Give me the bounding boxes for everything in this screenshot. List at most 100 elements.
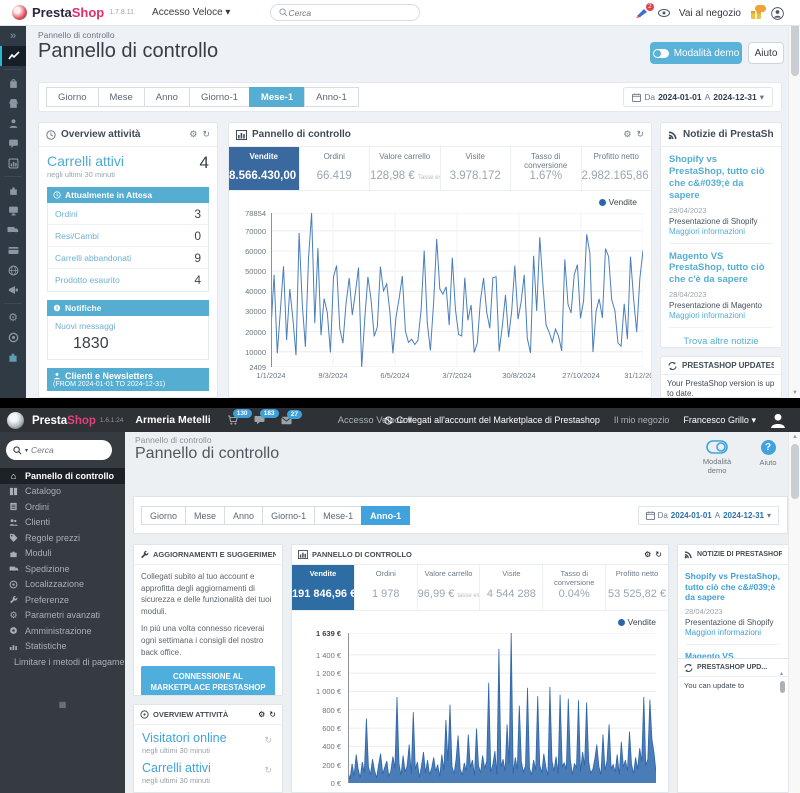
kpi-conversion[interactable]: Tasso di conversione 0.04% xyxy=(543,565,607,610)
sidebar-item-advanced-parameters[interactable] xyxy=(0,327,26,347)
filter-month-1[interactable]: Mese-1 xyxy=(314,506,363,525)
demo-mode-toggle[interactable]: Modalità demo xyxy=(697,440,737,475)
news-link[interactable]: Shopify vs PrestaShop, tutto ciò che c&#… xyxy=(685,571,780,603)
search-bar[interactable]: ▾ xyxy=(6,440,112,460)
sidebar-item-stats[interactable]: Statistiche xyxy=(0,639,125,655)
profile-icon[interactable] xyxy=(771,6,784,20)
kpi-sales[interactable]: Vendite 191 846,96 € xyxy=(292,565,355,610)
filter-month[interactable]: Mese xyxy=(97,87,145,107)
marketplace-connect-button[interactable]: CONNESSIONE AL MARKETPLACE PRESTASHOP xyxy=(141,666,275,695)
search-input[interactable] xyxy=(288,7,399,18)
date-range-picker[interactable]: Da 2024-01-01 A 2024-12-31 ▾ xyxy=(637,506,779,525)
filter-day[interactable]: Giorno xyxy=(46,87,99,107)
filter-day-1[interactable]: Giorno-1 xyxy=(262,506,316,525)
marketplace-link[interactable]: Collegati all'account del Marketplace di… xyxy=(383,415,600,425)
collapse-menu-icon[interactable]: ▦ xyxy=(58,700,67,709)
pending-row-abandoned-carts[interactable]: Carrelli abbandonati 9 xyxy=(48,247,208,269)
messages-notification[interactable]: 183 xyxy=(254,409,279,425)
scrollbar-thumb[interactable] xyxy=(791,444,799,499)
search-input[interactable] xyxy=(31,445,92,455)
kpi-orders[interactable]: Ordini 1 978 xyxy=(355,565,418,610)
scroll-up-arrow[interactable]: ▲ xyxy=(792,434,798,440)
sidebar-item-customers[interactable]: Clienti xyxy=(0,515,125,531)
search-bar[interactable] xyxy=(270,4,421,21)
kpi-sales[interactable]: Vendite 8.566.430,00 € xyxy=(229,147,300,190)
sidebar-item-configure[interactable]: ⚙ xyxy=(0,307,26,327)
more-info-link[interactable]: Maggiori informazioni xyxy=(669,226,746,236)
go-to-shop-link[interactable]: Vai al negozio xyxy=(678,7,741,19)
gear-icon[interactable]: ⚙ xyxy=(644,550,652,559)
prestashop-logo[interactable]: PrestaShop xyxy=(12,4,104,22)
pending-row-returns[interactable]: Resi/Cambi 0 xyxy=(48,225,208,247)
sidebar-item-shipping[interactable]: Spedizione xyxy=(0,561,125,577)
online-visitors-link[interactable]: Visitatori online xyxy=(142,731,227,745)
sidebar-item-customers[interactable] xyxy=(0,113,26,133)
sidebar-item-catalog[interactable]: Catalogo xyxy=(0,484,125,500)
gear-icon[interactable]: ⚙ xyxy=(189,129,198,139)
sidebar-item-addons[interactable] xyxy=(0,347,26,367)
filter-month[interactable]: Mese xyxy=(185,506,226,525)
date-range-picker[interactable]: Da 2024-01-01 A 2024-12-31 ▾ xyxy=(623,87,773,107)
user-menu[interactable]: Francesco Grillo ▾ xyxy=(683,414,756,425)
quick-access-menu[interactable]: Accesso Veloce ▾ xyxy=(152,7,231,18)
scrollbar[interactable]: ▲ xyxy=(788,432,800,793)
scrollbar[interactable]: ▲ ▼ xyxy=(788,0,800,398)
active-carts-link[interactable]: Carrelli attivi xyxy=(47,153,125,169)
sidebar-item-localization[interactable]: Localizzazione xyxy=(0,577,125,593)
quick-access-menu[interactable]: Accesso Veloce ▾ xyxy=(337,414,413,426)
kpi-conversion[interactable]: Tasso di conversione 1.67% xyxy=(511,147,582,190)
sidebar-item-advanced-parameters[interactable]: ⚙ Parametri avanzati xyxy=(9,609,101,621)
filter-year-1[interactable]: Anno-1 xyxy=(304,87,359,107)
kpi-net-profit[interactable]: Profitto netto 2.982.165,86 € xyxy=(581,152,652,182)
filter-month-1[interactable]: Mese-1 xyxy=(248,87,306,107)
sidebar-item-international[interactable] xyxy=(0,260,26,280)
prestashop-logo-icon[interactable] xyxy=(7,411,24,429)
find-more-news-link[interactable]: Trova altre notizie xyxy=(683,336,759,348)
filter-year-1[interactable]: Anno-1 xyxy=(361,506,411,525)
sidebar-item-orders[interactable]: Ordini xyxy=(0,499,125,515)
news-link[interactable]: Magento VS PrestaShop, tutto ciò che c'è… xyxy=(669,250,765,286)
news-link[interactable]: Shopify vs PrestaShop, tutto ciò che c&#… xyxy=(669,154,765,201)
refresh-icon[interactable]: ↻ xyxy=(202,129,210,139)
pending-row-out-of-stock[interactable]: Prodotto esaurito 4 xyxy=(55,273,201,287)
scrollbar-thumb[interactable] xyxy=(791,14,799,76)
gear-icon[interactable]: ⚙ xyxy=(623,129,632,139)
preview-eye-icon[interactable] xyxy=(657,9,670,17)
sidebar-item-shipping[interactable] xyxy=(0,220,26,240)
shop-name[interactable]: Armeria Metelli xyxy=(135,414,211,426)
help-button[interactable]: Aiuto xyxy=(748,42,784,64)
more-info-link[interactable]: Maggiori informazioni xyxy=(669,311,746,321)
kpi-orders[interactable]: Ordini 66.419 xyxy=(300,147,370,190)
demo-mode-toggle[interactable]: Modalità demo xyxy=(650,42,742,64)
pending-row-orders[interactable]: Ordini 3 xyxy=(48,203,208,225)
more-info-link[interactable]: Maggiori informazioni xyxy=(685,627,762,637)
filter-year[interactable]: Anno xyxy=(143,87,190,107)
filter-day-1[interactable]: Giorno-1 xyxy=(188,87,250,107)
refresh-icon[interactable]: ↻ xyxy=(636,129,644,139)
gear-icon[interactable]: ⚙ xyxy=(258,710,266,719)
sidebar-item-payment[interactable] xyxy=(0,240,26,260)
avatar[interactable] xyxy=(770,411,786,429)
kpi-net-profit[interactable]: Profitto netto 53 525,82 € xyxy=(607,569,667,600)
kpi-visits[interactable]: Visite 4 544 288 xyxy=(480,565,544,610)
sidebar-item-administration[interactable]: Amministrazione xyxy=(0,623,125,639)
addons-rocket-icon[interactable]: 2 xyxy=(635,3,654,19)
orders-notification[interactable]: 130 xyxy=(227,409,252,425)
kpi-cart-value[interactable]: Valore carrello 96,99 € tasse es xyxy=(418,565,481,610)
sidebar-expand[interactable]: » xyxy=(9,30,17,42)
sidebar-item-stats[interactable] xyxy=(0,153,26,173)
filter-year[interactable]: Anno xyxy=(224,506,264,525)
scroll-down-arrow[interactable]: ▼ xyxy=(792,390,798,396)
sidebar-item-modules[interactable]: Moduli xyxy=(0,546,125,562)
sidebar-item-dashboard[interactable] xyxy=(0,46,26,66)
refresh-icon[interactable]: ↻ xyxy=(269,710,276,719)
sidebar-item-design[interactable] xyxy=(0,200,26,220)
filter-day[interactable]: Giorno xyxy=(141,506,187,525)
new-messages-link[interactable]: Nuovi messaggi xyxy=(55,321,116,331)
sidebar-item-payment-methods[interactable]: Limitare i metodi di pagame... xyxy=(14,656,125,667)
sidebar-item-preferences[interactable]: Preferenze xyxy=(0,592,125,608)
search-type-caret[interactable]: ▾ xyxy=(25,447,29,454)
card-scrollbar[interactable]: ▲ xyxy=(779,662,786,693)
customers-notification[interactable]: 27 xyxy=(280,409,302,425)
